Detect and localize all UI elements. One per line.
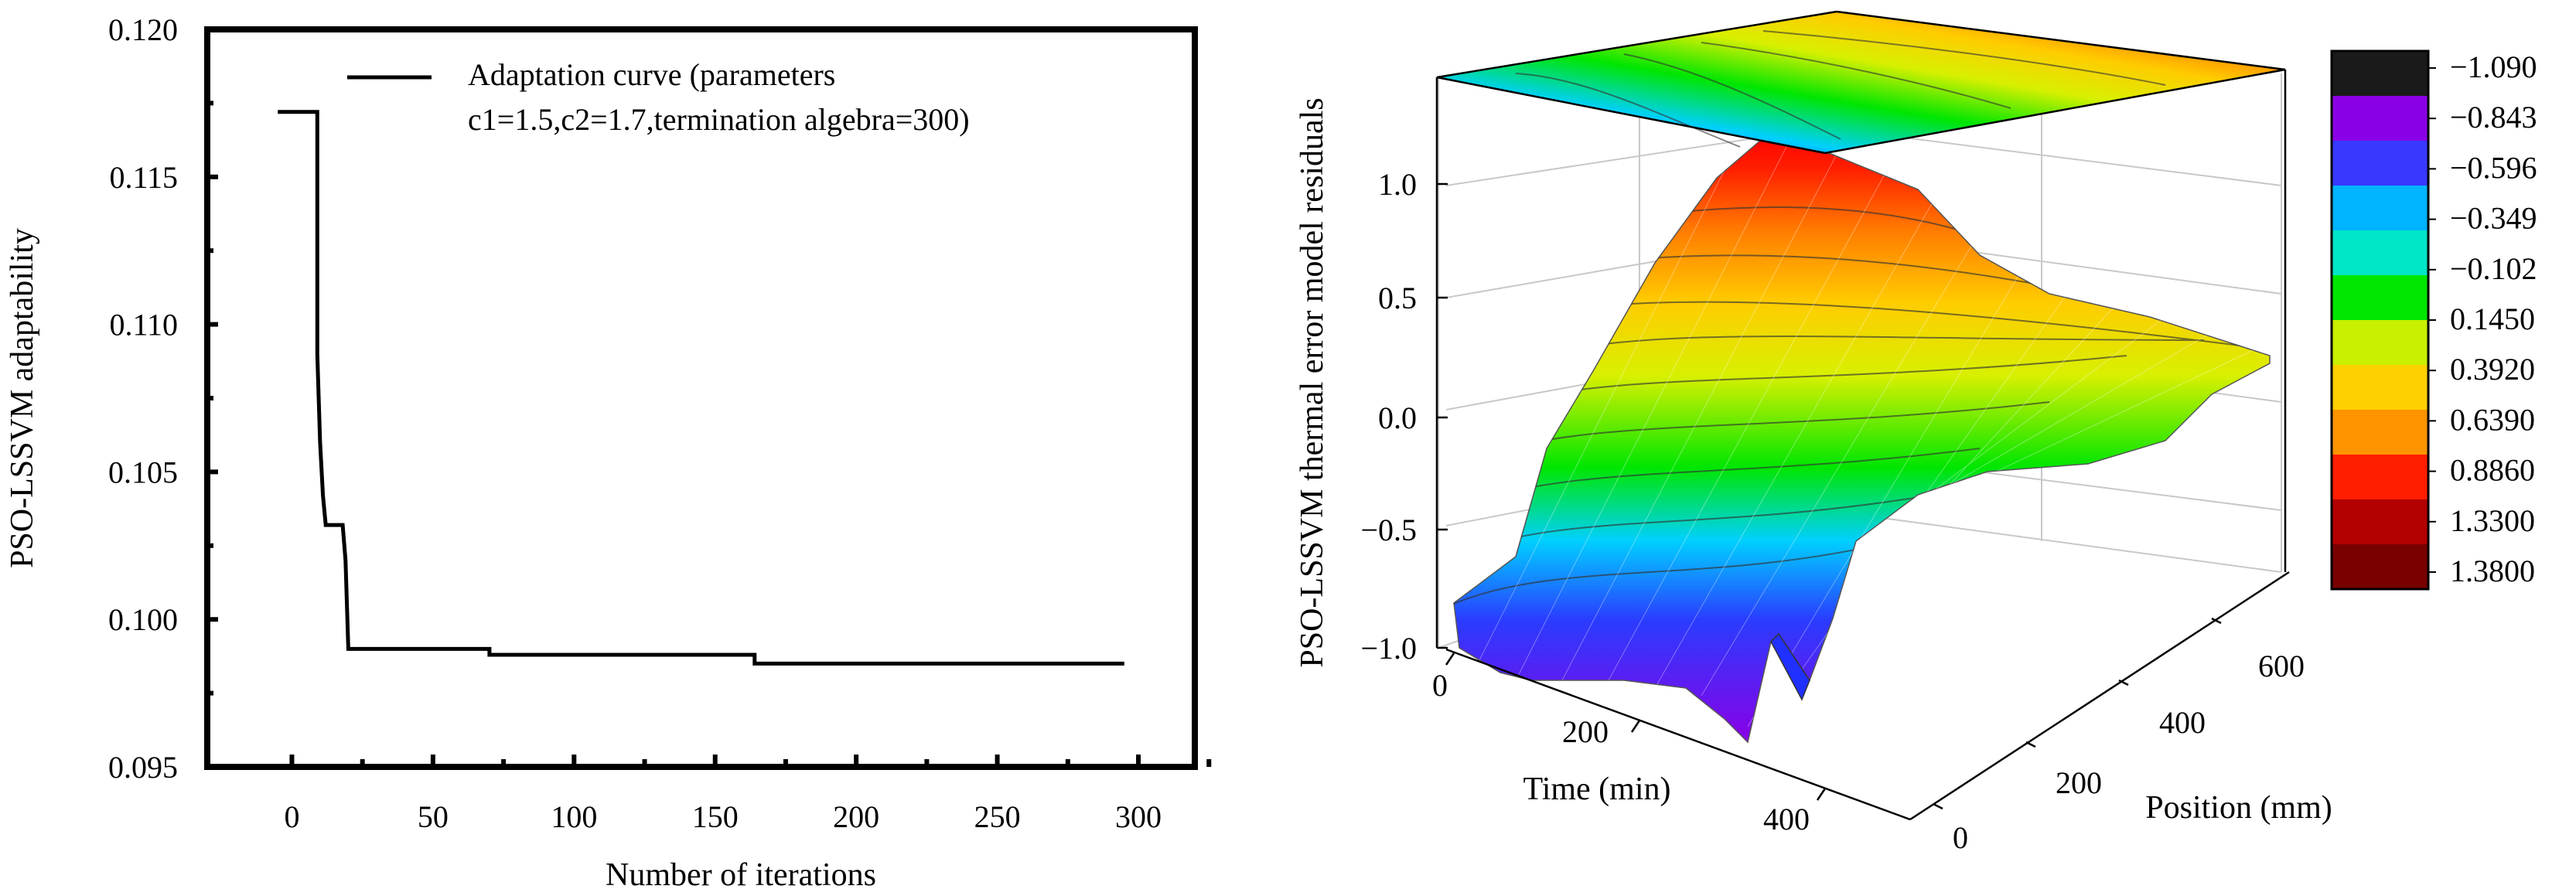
- colorbar: [2332, 51, 2428, 590]
- colorbar-band: [2332, 230, 2428, 276]
- colorbar-band: [2332, 365, 2428, 411]
- colorbar-label: 1.3800: [2450, 554, 2535, 588]
- position-ticks: [1933, 617, 2222, 810]
- colorbar-label: 0.1450: [2450, 302, 2535, 336]
- z-tick-label: 0.0: [1378, 400, 1417, 435]
- z-tick-label: 1.0: [1378, 167, 1417, 202]
- x-tick-label: 250: [974, 799, 1021, 834]
- x-tick-labels: 0 50 100 150 200 250 300: [284, 799, 1162, 834]
- colorbar-band: [2332, 499, 2428, 545]
- x-tick-label: 300: [1115, 799, 1162, 834]
- x-tick-label: 50: [418, 799, 449, 834]
- y-tick-labels: 0.095 0.100 0.105 0.110 0.115 0.120: [108, 12, 178, 785]
- time-tick-label: 200: [1562, 714, 1609, 749]
- time-ticks: [1445, 652, 1827, 801]
- z-axis-title: PSO-LSSVM thermal error model residuals: [1295, 97, 1330, 667]
- y-tick-label: 0.110: [109, 308, 178, 342]
- y-tick-label: 0.100: [108, 602, 178, 637]
- position-tick-label: 200: [2056, 765, 2102, 800]
- time-axis-title: Time (min): [1523, 772, 1671, 807]
- position-axis-title: Position (mm): [2145, 790, 2332, 826]
- y-axis-title: PSO-LSSVM adaptability: [5, 228, 40, 568]
- legend-line-2: c1=1.5,c2=1.7,termination algebra=300): [468, 102, 970, 137]
- z-tick-label: 0.5: [1378, 281, 1417, 315]
- colorbar-labels: −1.090 −0.843 −0.596 −0.349 −0.102 0.1450 0.39…: [2428, 49, 2537, 588]
- colorbar-band: [2332, 141, 2428, 186]
- colorbar-label: 0.6390: [2450, 402, 2535, 437]
- colorbar-label: −0.596: [2450, 150, 2537, 185]
- colorbar-label: 1.3300: [2450, 503, 2535, 538]
- y-tick-label: 0.115: [109, 160, 178, 195]
- colorbar-band: [2332, 186, 2428, 231]
- position-tick-label: 0: [1953, 820, 1968, 855]
- colorbar-band: [2332, 320, 2428, 366]
- time-tick-label: 0: [1432, 668, 1448, 703]
- colorbar-label: −1.090: [2450, 49, 2537, 84]
- tick-marks: [207, 27, 1212, 769]
- z-tick-label: −0.5: [1360, 513, 1417, 547]
- x-tick-label: 200: [833, 799, 879, 834]
- adaptability-line-chart: 0.095 0.100 0.105 0.110 0.115 0.120 0 50 100 150…: [5, 12, 1212, 893]
- residual-surface-3d-chart: 1.0 0.5 0.0 −0.5 −1.0 0 200 400 Time (mi…: [1295, 10, 2537, 855]
- z-ticks: [1437, 182, 1448, 649]
- position-tick-label: 600: [2258, 649, 2305, 683]
- time-tick-label: 400: [1763, 802, 1810, 836]
- colorbar-band: [2332, 96, 2428, 141]
- z-tick-label: −1.0: [1360, 631, 1417, 666]
- box-frame: [1435, 10, 2290, 821]
- y-tick-label: 0.105: [108, 455, 178, 489]
- colorbar-band: [2332, 544, 2428, 590]
- y-tick-label: 0.095: [108, 750, 178, 785]
- position-tick-label: 400: [2159, 705, 2206, 740]
- y-tick-label: 0.120: [108, 12, 178, 47]
- colorbar-band: [2332, 455, 2428, 500]
- colorbar-band: [2332, 51, 2428, 97]
- colorbar-band: [2332, 410, 2428, 455]
- x-axis-title: Number of iterations: [606, 857, 876, 893]
- x-tick-label: 150: [692, 799, 739, 834]
- residual-surface: [1436, 11, 2286, 744]
- colorbar-label: 0.8860: [2450, 453, 2535, 488]
- colorbar-band: [2332, 275, 2428, 321]
- colorbar-label: −0.843: [2450, 100, 2537, 135]
- colorbar-label: 0.3920: [2450, 352, 2535, 387]
- x-tick-label: 100: [551, 799, 597, 834]
- colorbar-label: −0.102: [2450, 251, 2537, 286]
- legend-line-1: Adaptation curve (parameters: [468, 57, 835, 92]
- colorbar-label: −0.349: [2450, 201, 2537, 236]
- x-tick-label: 0: [284, 799, 299, 834]
- adaptation-curve-line: [278, 110, 1124, 666]
